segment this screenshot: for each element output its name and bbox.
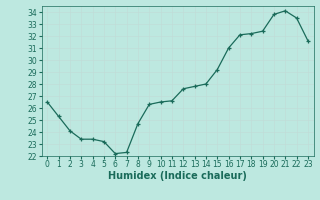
X-axis label: Humidex (Indice chaleur): Humidex (Indice chaleur) [108,171,247,181]
